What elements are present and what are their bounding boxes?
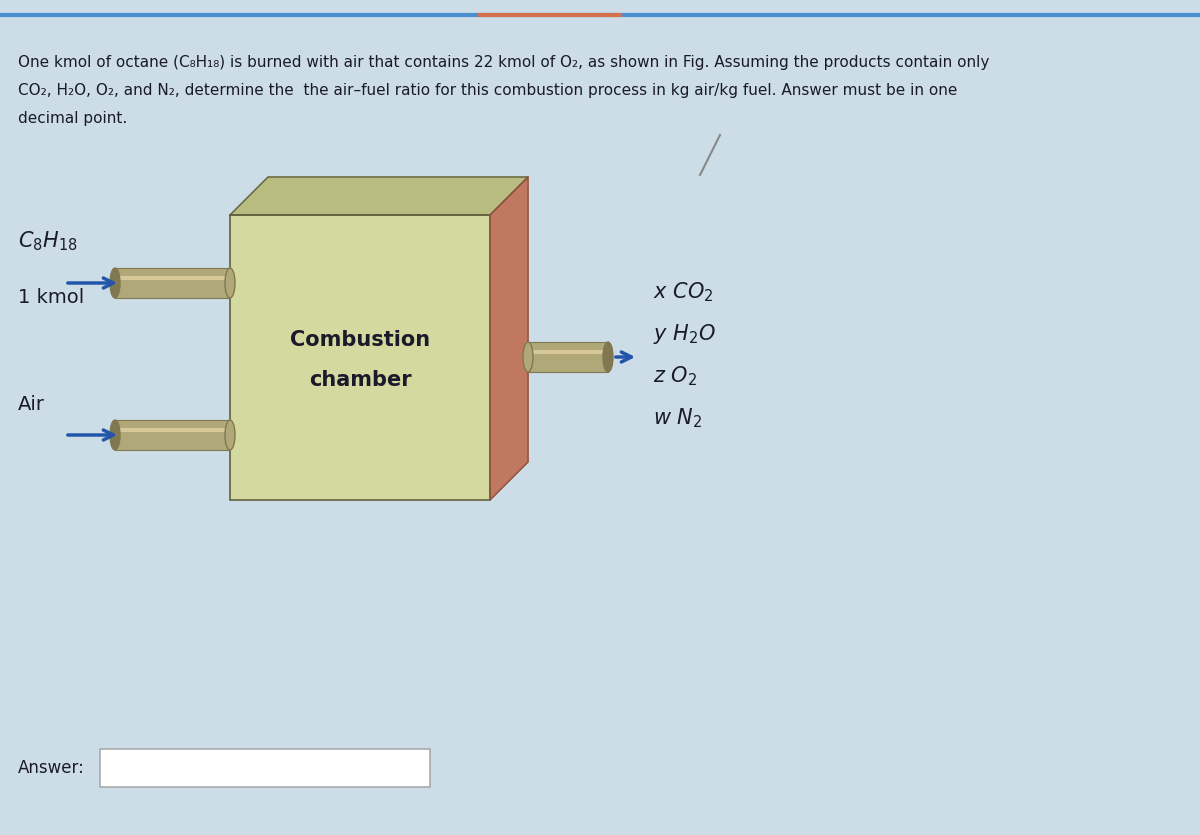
Text: $x$ CO$_2$: $x$ CO$_2$: [653, 281, 714, 304]
Text: CO₂, H₂O, O₂, and N₂, determine the  the air–fuel ratio for this combustion proc: CO₂, H₂O, O₂, and N₂, determine the the …: [18, 83, 958, 98]
Text: $w$ N$_2$: $w$ N$_2$: [653, 406, 702, 430]
Bar: [115, 420, 230, 450]
Bar: [115, 428, 230, 432]
Polygon shape: [230, 177, 528, 215]
Bar: [230, 215, 490, 500]
Bar: [528, 350, 608, 354]
Ellipse shape: [604, 342, 613, 372]
Ellipse shape: [226, 268, 235, 298]
Ellipse shape: [523, 342, 533, 372]
Ellipse shape: [110, 268, 120, 298]
Text: 1 kmol: 1 kmol: [18, 288, 84, 307]
Text: chamber: chamber: [308, 370, 412, 389]
Ellipse shape: [226, 420, 235, 450]
Ellipse shape: [110, 420, 120, 450]
Text: $y$ H$_2$O: $y$ H$_2$O: [653, 322, 716, 346]
Bar: [528, 342, 608, 372]
Polygon shape: [490, 177, 528, 500]
Text: $z$ O$_2$: $z$ O$_2$: [653, 364, 697, 387]
Text: One kmol of octane (C₈H₁₈) is burned with air that contains 22 kmol of O₂, as sh: One kmol of octane (C₈H₁₈) is burned wit…: [18, 55, 989, 70]
Text: Answer:: Answer:: [18, 759, 85, 777]
Text: $C_8H_{18}$: $C_8H_{18}$: [18, 229, 78, 253]
Text: decimal point.: decimal point.: [18, 111, 127, 126]
Text: Air: Air: [18, 396, 46, 414]
Text: Combustion: Combustion: [290, 330, 430, 350]
Bar: [115, 268, 230, 298]
Bar: [115, 276, 230, 280]
Bar: [100, 749, 430, 787]
